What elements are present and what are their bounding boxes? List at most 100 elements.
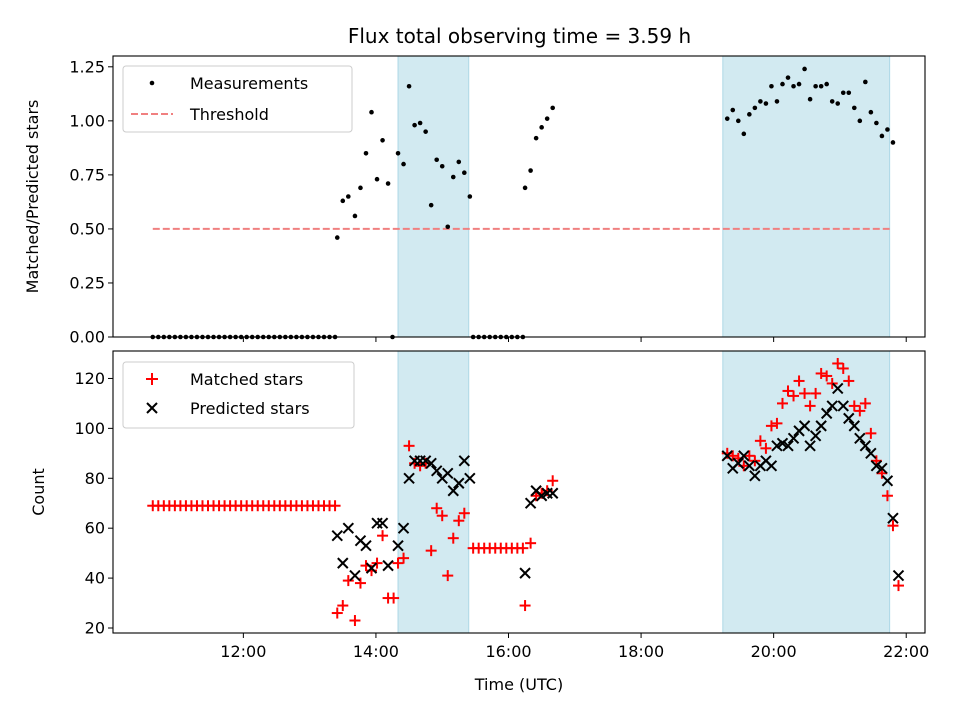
bottom-y-axis-label: Count xyxy=(29,468,48,516)
matched-star-point xyxy=(815,367,827,379)
predicted-star-point xyxy=(732,457,745,470)
predicted-star-point xyxy=(765,460,778,472)
predicted-star-point xyxy=(738,450,750,462)
x-tick-label: 22:00 xyxy=(883,642,929,661)
matched-star-point xyxy=(431,502,443,514)
measurement-point xyxy=(380,138,385,143)
matched-star-point xyxy=(854,405,866,417)
predicted-star-point xyxy=(458,455,471,467)
measurement-point xyxy=(467,194,473,199)
chart-title: Flux total observing time = 3.59 h xyxy=(348,24,691,48)
y-tick-label: 40 xyxy=(85,569,105,588)
predicted-star-point xyxy=(837,400,849,412)
matched-star-point xyxy=(821,370,833,382)
predicted-star-point xyxy=(820,407,833,420)
measurement-point xyxy=(791,83,796,89)
bottom-panel: 20 40 60 80 100 120 12:00 14:00 16:00 18:00 20:00… xyxy=(29,350,929,694)
predicted-star-point xyxy=(403,472,415,484)
measurement-point xyxy=(747,112,752,117)
matched-star-point xyxy=(517,542,529,554)
measurement-point xyxy=(857,118,863,124)
predicted-star-point xyxy=(854,432,866,445)
measurement-point xyxy=(846,90,852,96)
predicted-star-point xyxy=(843,412,855,425)
matched-star-point xyxy=(458,507,470,519)
matched-star-point xyxy=(329,500,341,512)
measurement-point xyxy=(758,99,763,104)
matched-star-point xyxy=(442,570,454,582)
bottom-axes-frame xyxy=(112,350,926,634)
matched-star-point xyxy=(892,580,904,592)
top-y-ticks: 0.00 0.25 0.50 0.75 1.00 1.25 xyxy=(69,57,113,347)
matched-star-point xyxy=(749,455,761,467)
measurement-point xyxy=(741,131,747,137)
measurement-point xyxy=(358,185,363,191)
matched-star-point xyxy=(771,417,783,429)
measurement-point xyxy=(840,90,846,96)
legend-measurements-marker xyxy=(149,80,155,86)
measurement-point xyxy=(423,129,428,134)
matched-star-point xyxy=(354,577,366,589)
predicted-star-point xyxy=(382,559,394,572)
measurement-point xyxy=(763,101,769,106)
measurement-point xyxy=(868,109,874,115)
measurement-point xyxy=(522,185,528,191)
top-y-axis-label: Matched/Predicted stars xyxy=(23,100,42,294)
measurement-point xyxy=(730,107,736,113)
measurement-point xyxy=(434,157,439,163)
measurement-point xyxy=(735,118,741,124)
predicted-star-point xyxy=(881,475,894,487)
measurement-point xyxy=(539,125,544,130)
predicted-star-point xyxy=(524,497,537,509)
predicted-star-point xyxy=(453,477,465,489)
shaded-region xyxy=(397,350,470,634)
matched-star-point xyxy=(398,552,410,564)
predicted-star-point xyxy=(337,557,349,569)
bottom-legend: Matched stars Predicted stars xyxy=(122,361,355,429)
predicted-star-point xyxy=(826,400,838,412)
predicted-star-point xyxy=(749,470,761,482)
x-tick-label: 18:00 xyxy=(618,642,664,661)
measurement-point xyxy=(462,170,467,176)
legend-predicted-marker xyxy=(146,402,158,414)
shaded-region xyxy=(722,55,891,338)
measurement-point xyxy=(818,83,824,89)
matched-star-point xyxy=(547,475,559,487)
matched-star-point xyxy=(848,400,860,412)
measurement-point xyxy=(528,168,533,173)
matched-star-point xyxy=(760,442,772,454)
predicted-star-point xyxy=(876,462,888,474)
measurement-point xyxy=(813,83,818,89)
measurement-point xyxy=(851,105,857,111)
predicted-star-point xyxy=(360,539,372,552)
legend-threshold-label: Threshold xyxy=(189,105,269,124)
measurement-point xyxy=(363,150,369,156)
predicted-star-point xyxy=(546,487,559,499)
predicted-star-point xyxy=(892,569,905,582)
y-tick-label: 0.25 xyxy=(69,273,105,292)
bottom-y-ticks: 20 40 60 80 100 120 xyxy=(74,369,113,638)
predicted-star-point xyxy=(349,569,361,582)
y-tick-label: 20 xyxy=(85,619,105,638)
measurement-point xyxy=(456,159,462,165)
measurement-point xyxy=(885,127,890,132)
x-tick-label: 14:00 xyxy=(353,642,399,661)
measurement-point xyxy=(406,83,412,89)
matched-star-point xyxy=(788,390,800,402)
matched-star-point xyxy=(727,450,739,462)
matched-star-point xyxy=(436,510,448,522)
predicted-star-point xyxy=(425,457,437,470)
y-tick-label: 60 xyxy=(85,519,105,538)
measurement-point xyxy=(401,161,406,167)
predicted-star-point xyxy=(447,485,459,497)
matched-star-point xyxy=(776,397,788,409)
measurement-point xyxy=(835,101,841,106)
matched-star-point xyxy=(371,557,383,569)
matched-star-point xyxy=(843,375,855,387)
shaded-region xyxy=(397,55,470,338)
predicted-star-point xyxy=(365,562,378,574)
x-tick-label: 20:00 xyxy=(751,642,797,661)
predicted-star-point xyxy=(865,447,877,460)
measurement-point xyxy=(340,198,346,204)
y-tick-label: 1.00 xyxy=(69,111,105,130)
